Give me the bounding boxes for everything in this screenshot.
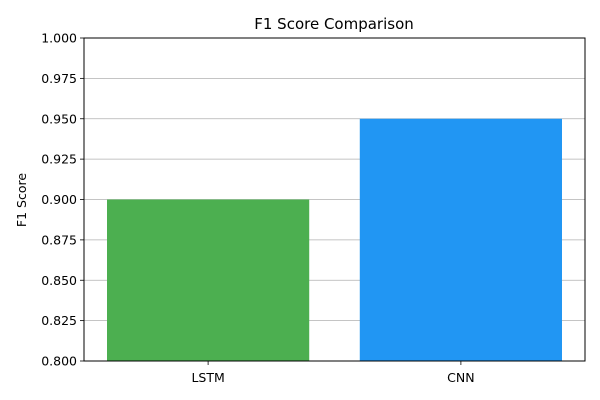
y-tick-label: 0.875 bbox=[41, 232, 77, 247]
y-tick-label: 1.000 bbox=[41, 31, 77, 46]
x-tick-label: LSTM bbox=[191, 370, 224, 385]
y-tick-label: 0.950 bbox=[41, 111, 77, 126]
y-tick-label: 0.800 bbox=[41, 354, 77, 369]
y-tick-label: 0.900 bbox=[41, 192, 77, 207]
bars bbox=[107, 118, 562, 361]
y-tick-label: 0.825 bbox=[41, 313, 77, 328]
y-tick-label: 0.975 bbox=[41, 71, 77, 86]
y-axis-ticks: 0.800 0.825 0.850 0.875 0.900 0.925 0.950 0.975… bbox=[41, 31, 84, 369]
plot-frame bbox=[83, 37, 586, 362]
y-axis-label: F1 Score bbox=[14, 173, 29, 227]
y-tick-label: 0.850 bbox=[41, 273, 77, 288]
y-tick-label: 0.925 bbox=[41, 152, 77, 167]
bar-cnn bbox=[359, 118, 562, 361]
bar-lstm bbox=[107, 199, 310, 361]
x-axis-ticks: LSTM CNN bbox=[191, 361, 475, 385]
x-tick-label: CNN bbox=[447, 370, 474, 385]
chart-title: F1 Score Comparison bbox=[254, 15, 414, 33]
